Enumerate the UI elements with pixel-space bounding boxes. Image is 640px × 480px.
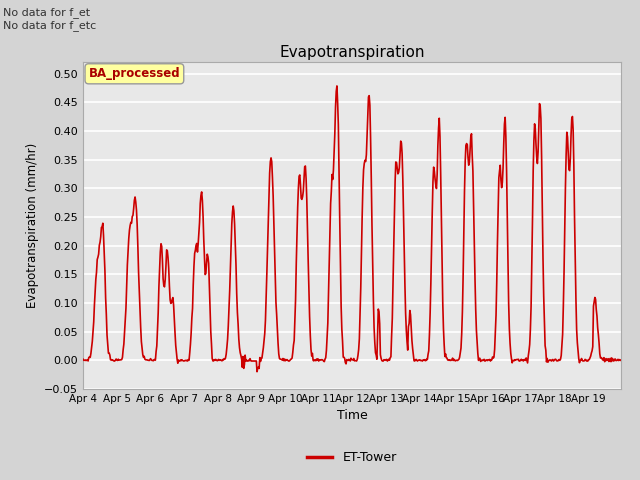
X-axis label: Time: Time	[337, 409, 367, 422]
Y-axis label: Evapotranspiration (mm/hr): Evapotranspiration (mm/hr)	[26, 143, 39, 308]
Text: BA_processed: BA_processed	[88, 67, 180, 80]
Legend: ET-Tower: ET-Tower	[302, 446, 402, 469]
Title: Evapotranspiration: Evapotranspiration	[279, 45, 425, 60]
Text: No data for f_et
No data for f_etc: No data for f_et No data for f_etc	[3, 7, 97, 31]
